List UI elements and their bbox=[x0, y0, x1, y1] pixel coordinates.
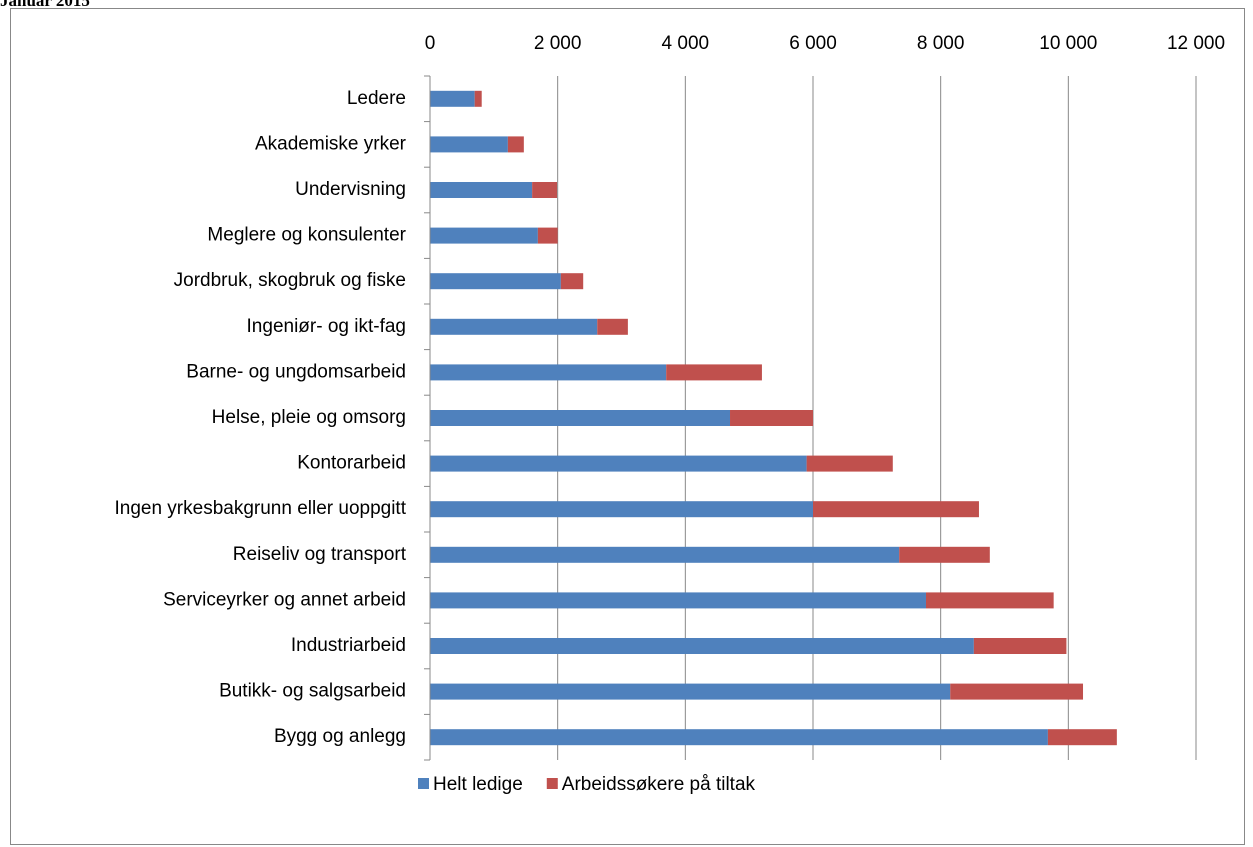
y-tick-label: Ingeniør- og ikt-fag bbox=[247, 316, 406, 337]
bar-segment bbox=[925, 592, 1054, 609]
bar-segment bbox=[537, 227, 558, 244]
x-tick-label: 2 000 bbox=[534, 33, 582, 54]
chart-border bbox=[10, 8, 1245, 845]
y-tick-label: Undervisning bbox=[295, 179, 406, 200]
bar-segment bbox=[430, 410, 731, 426]
bar-segment bbox=[950, 683, 1084, 700]
bar-segment bbox=[507, 136, 524, 153]
legend-swatch bbox=[418, 778, 429, 789]
bar-segment bbox=[430, 90, 475, 107]
x-tick-label: 0 bbox=[425, 33, 436, 54]
bar-segment bbox=[430, 227, 538, 244]
x-tick-label: 4 000 bbox=[662, 33, 710, 54]
bar-segment bbox=[1047, 729, 1117, 746]
bar-segment bbox=[430, 501, 813, 518]
legend-label: Arbeidssøkere på tiltak bbox=[562, 774, 756, 795]
y-tick-label: Bygg og anlegg bbox=[274, 726, 406, 747]
y-tick-label: Jordbruk, skogbruk og fiske bbox=[174, 270, 406, 291]
y-tick-label: Reiseliv og transport bbox=[233, 544, 407, 565]
x-tick-label: 10 000 bbox=[1039, 33, 1097, 54]
bar-segment bbox=[430, 455, 807, 472]
bar-segment bbox=[430, 683, 951, 700]
bar-segment bbox=[474, 90, 482, 107]
y-tick-label: Akademiske yrker bbox=[255, 133, 407, 154]
x-tick-label: 12 000 bbox=[1167, 33, 1225, 54]
bar-segment bbox=[430, 364, 667, 381]
bar-segment bbox=[430, 318, 598, 335]
legend-swatch bbox=[546, 778, 558, 789]
bar-segment bbox=[430, 729, 1048, 746]
y-tick-label: Barne- og ungdomsarbeid bbox=[186, 361, 406, 382]
y-tick-label: Butikk- og salgsarbeid bbox=[219, 681, 406, 702]
bar-segment bbox=[430, 592, 926, 609]
y-tick-label: Ingen yrkesbakgrunn eller uoppgitt bbox=[114, 498, 406, 519]
x-tick-label: 6 000 bbox=[789, 33, 837, 54]
bar-segment bbox=[666, 364, 762, 381]
legend-label: Helt ledige bbox=[433, 774, 523, 795]
bar-segment bbox=[813, 501, 979, 518]
bar-segment bbox=[430, 182, 533, 198]
bar-segment bbox=[430, 273, 561, 290]
y-tick-label: Helse, pleie og omsorg bbox=[212, 407, 406, 428]
x-tick-label: 8 000 bbox=[917, 33, 965, 54]
bar-segment bbox=[806, 455, 893, 472]
bar-segment bbox=[560, 273, 584, 290]
chart-title: Januar 2015 bbox=[0, 0, 90, 10]
bar-segment bbox=[730, 410, 813, 426]
bar-segment bbox=[430, 638, 974, 654]
bar-segment bbox=[430, 136, 508, 153]
y-tick-label: Serviceyrker og annet arbeid bbox=[163, 589, 406, 610]
bar-segment bbox=[430, 546, 900, 563]
y-tick-label: Ledere bbox=[347, 88, 406, 109]
y-tick-label: Meglere og konsulenter bbox=[207, 225, 406, 246]
bar-segment bbox=[973, 638, 1067, 654]
bar-segment bbox=[899, 546, 990, 563]
bar-segment bbox=[597, 318, 628, 335]
y-tick-label: Kontorarbeid bbox=[297, 453, 406, 474]
y-tick-label: Industriarbeid bbox=[291, 635, 406, 656]
bar-segment bbox=[532, 182, 558, 198]
